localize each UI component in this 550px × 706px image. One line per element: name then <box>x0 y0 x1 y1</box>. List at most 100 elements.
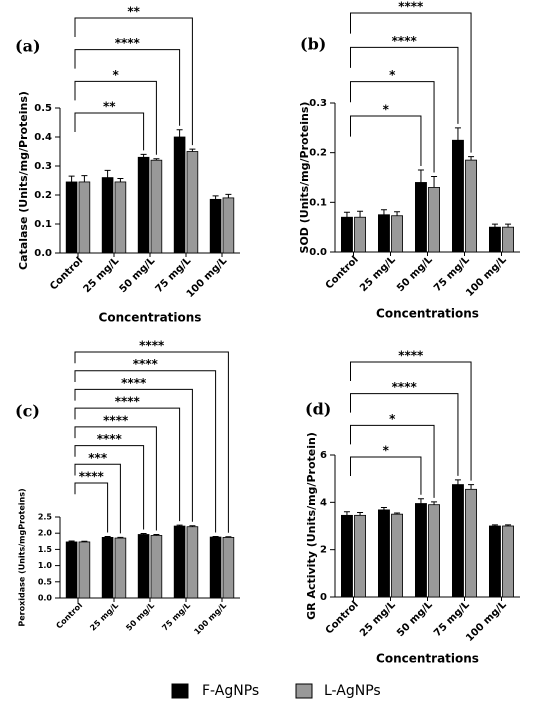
y-tick-label: 2.0 <box>38 529 53 538</box>
y-tick-label: 0.0 <box>38 594 53 603</box>
significance-label: **** <box>121 376 147 390</box>
bar <box>137 534 150 599</box>
error-bar <box>212 535 219 538</box>
bar <box>428 187 441 253</box>
y-tick-label: 4 <box>320 497 327 508</box>
error-bar <box>394 211 401 216</box>
x-tick-label: 100 mg/L <box>464 599 509 644</box>
significance-bracket <box>350 456 422 495</box>
error-bar <box>225 193 232 198</box>
bar <box>465 488 478 598</box>
significance-bracket <box>74 463 121 534</box>
bar <box>502 525 515 598</box>
significance-label: * <box>389 412 396 426</box>
significance-label: **** <box>398 349 424 363</box>
x-axis-label: Concentrations <box>376 307 479 321</box>
significance-label: **** <box>103 413 129 427</box>
bar <box>101 537 114 599</box>
error-bar <box>68 540 75 542</box>
significance-label: **** <box>115 36 141 50</box>
y-tick-label: 2.5 <box>38 513 53 522</box>
significance-bracket <box>350 393 459 476</box>
x-tick-label: Control <box>54 601 84 631</box>
y-tick-label: 0 <box>320 592 327 603</box>
error-bar <box>212 195 219 200</box>
bar <box>414 182 427 253</box>
x-tick-label: 50 mg/L <box>118 255 158 295</box>
error-bar <box>117 536 124 539</box>
error-bar <box>491 524 498 526</box>
y-axis-label: GR Activity (Units/mg/Protein) <box>305 432 318 620</box>
error-bar <box>491 223 498 228</box>
x-tick-label: 50 mg/L <box>124 601 156 633</box>
significance-label: **** <box>133 357 159 371</box>
bar <box>186 526 199 599</box>
x-tick-label: 50 mg/L <box>395 254 435 294</box>
x-axis-label: Concentrations <box>376 652 479 666</box>
significance-bracket <box>74 80 157 155</box>
error-bar <box>417 498 424 504</box>
error-bar <box>468 156 475 161</box>
bar <box>222 537 235 599</box>
bar <box>186 151 199 254</box>
bar <box>451 139 464 253</box>
bar <box>391 513 404 598</box>
bar <box>451 484 464 598</box>
bar <box>114 181 127 254</box>
significance-label: **** <box>139 339 165 353</box>
y-axis-label: Catalase (Units/mg/Proteins) <box>17 91 30 270</box>
significance-label: * <box>113 68 120 82</box>
bar <box>114 537 127 599</box>
significance-bracket <box>74 370 217 533</box>
significance-bracket <box>350 361 472 481</box>
error-bar <box>176 524 183 527</box>
error-bar <box>189 148 196 152</box>
error-bar <box>176 129 183 137</box>
bar <box>78 541 91 599</box>
x-tick-label: 25 mg/L <box>88 601 120 633</box>
significance-bracket <box>350 81 435 173</box>
significance-bracket <box>74 112 145 151</box>
bar <box>137 156 150 254</box>
significance-bracket <box>350 115 422 167</box>
error-bar <box>189 525 196 527</box>
error-bar <box>454 479 461 485</box>
error-bar <box>380 507 387 510</box>
error-bar <box>357 210 364 218</box>
x-tick-label: Control <box>324 254 361 291</box>
bar <box>465 159 478 253</box>
significance-bracket <box>350 424 435 498</box>
y-tick-label: 0.1 <box>34 219 52 230</box>
panel-label: (b) <box>300 35 326 54</box>
bar <box>101 177 114 254</box>
y-tick-label: 0.1 <box>309 197 327 208</box>
y-tick-label: 2 <box>320 545 327 556</box>
y-tick-label: 1.5 <box>38 545 53 554</box>
bar <box>354 216 367 253</box>
significance-bracket <box>350 46 459 124</box>
error-bar <box>104 169 111 178</box>
error-bar <box>380 209 387 215</box>
significance-label: **** <box>392 380 418 394</box>
significance-bracket <box>350 12 472 153</box>
x-tick-label: 75 mg/L <box>160 601 192 633</box>
legend-swatch <box>295 683 313 699</box>
error-bar <box>140 153 147 158</box>
x-tick-label: 50 mg/L <box>395 599 435 639</box>
significance-label: * <box>383 103 390 117</box>
significance-bracket <box>74 445 145 530</box>
y-tick-label: 0.3 <box>34 161 52 172</box>
bar <box>391 215 404 253</box>
error-bar <box>468 484 475 490</box>
error-bar <box>417 169 424 183</box>
error-bar <box>431 501 438 505</box>
significance-bracket <box>74 351 229 533</box>
y-tick-label: 0.2 <box>34 190 52 201</box>
y-tick-label: 0.0 <box>309 247 327 258</box>
error-bar <box>394 512 401 515</box>
bar <box>65 181 78 254</box>
error-bar <box>357 512 364 516</box>
x-tick-label: 25 mg/L <box>358 599 398 639</box>
error-bar <box>81 540 88 542</box>
bar <box>65 541 78 599</box>
